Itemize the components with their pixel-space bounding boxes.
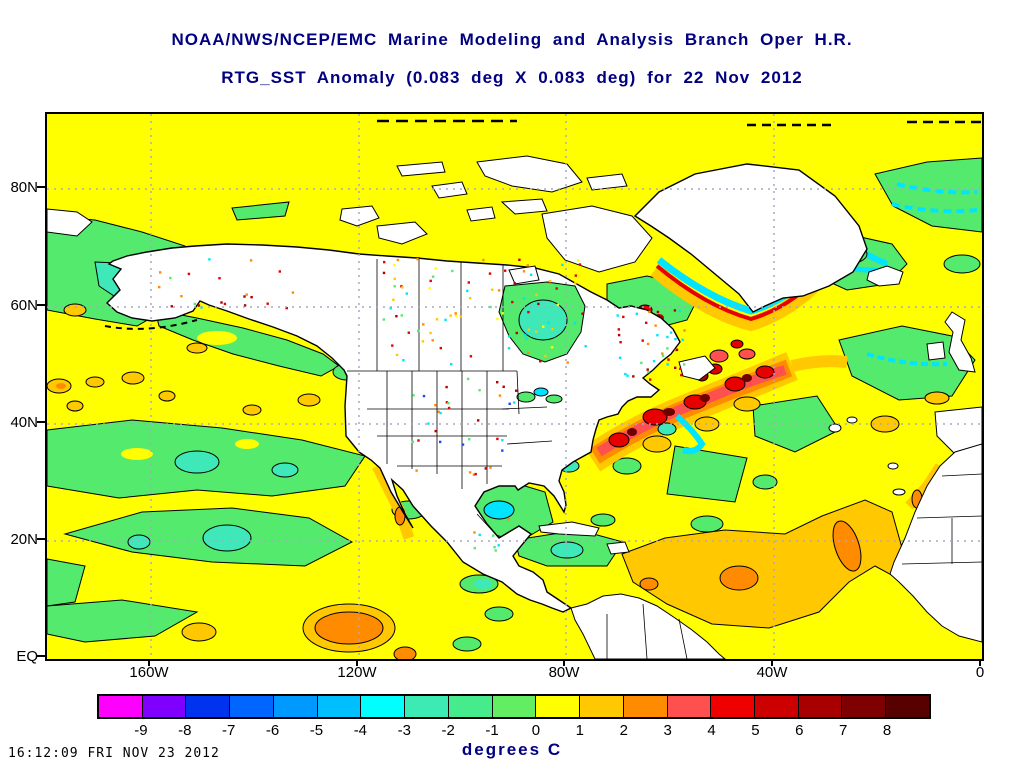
colorbar-cell [317,696,362,717]
colorbar-cell [536,696,581,717]
land-newfoundland [678,355,716,381]
lat-tick-label: 80N [10,179,38,196]
colorbar-tick-label: 6 [795,722,804,739]
lat-tick-label: 60N [10,297,38,314]
sst-anomaly-map [45,112,984,661]
land-great-britain [944,311,976,373]
colorbar-tick-label: -7 [222,722,236,739]
colorbar-tick-label: 5 [751,722,760,739]
lon-tick-mark [563,659,565,666]
colorbar-tick-label: 2 [619,722,628,739]
land-cuba [538,521,600,537]
lat-tick-label: EQ [16,648,38,665]
lon-tick-label: 80W [548,664,580,681]
colorbar-cell [580,696,624,717]
land-south-america [570,593,726,659]
colorbar-tick-label: 8 [882,722,892,739]
colorbar-cell [755,696,799,717]
land-greenland [633,163,868,313]
colorbar-cell [273,696,318,717]
lat-tick-mark [37,421,45,423]
lat-tick-label: 20N [10,531,38,548]
land-hispaniola [606,541,630,555]
generation-timestamp: 16:12:09 FRI NOV 23 2012 [8,746,220,761]
land-madeira [887,462,899,470]
inland-water [498,281,586,404]
land-africa [889,443,982,643]
colorbar-cell [492,696,537,717]
land-chukotka [47,208,93,237]
lat-tick-mark [37,538,45,540]
colorbar-cell [142,696,187,717]
lon-tick-label: 40W [756,664,788,681]
colorbar-cell [886,696,929,717]
colorbar-tick-label: 1 [575,722,584,739]
colorbar-scale [97,694,931,719]
great-lakes [516,391,536,403]
colorbar-cell [798,696,843,717]
land-speckles [158,258,686,552]
gridlines [47,114,982,659]
lon-tick-label: 120W [337,664,377,681]
colorbar-cell [448,696,493,717]
page-title: NOAA/NWS/NCEP/EMC Marine Modeling and An… [171,30,853,49]
colorbar-cell [405,696,449,717]
political-borders [347,257,982,659]
coastline-dashes [104,119,982,330]
lon-tick-mark [771,659,773,666]
lat-tick-label: 40N [10,414,38,431]
colorbar-tick-label: 4 [707,722,716,739]
lat-tick-mark [37,304,45,306]
colorbar-cell [230,696,274,717]
colorbar-cell [99,696,143,717]
land-canary-islands [892,488,906,496]
colorbar-tick-label: -4 [353,722,368,739]
colorbar-cell [842,696,887,717]
lon-tick-mark [356,659,358,666]
colorbar-cell [361,696,406,717]
colorbar-cell [623,696,668,717]
colorbar-cell [186,696,231,717]
colorbar-cell [711,696,756,717]
page-subtitle: RTG_SST Anomaly (0.083 deg X 0.083 deg) … [221,68,803,87]
land-azores [828,423,842,433]
colorbar-tick-label: -8 [178,722,192,739]
lon-tick-mark [979,659,981,666]
colorbar-tick-label: 3 [663,722,672,739]
lon-tick-mark [148,659,150,666]
colorbar-tick-label: 7 [839,722,848,739]
lon-tick-label: 160W [129,664,169,681]
colorbar-tick-label: -9 [134,722,148,739]
colorbar-units-label: degrees C [461,740,563,759]
land-iceland [866,265,904,287]
land-arctic-islands [339,155,653,285]
colorbar-cell [667,696,712,717]
lon-tick-label: 0 [975,664,985,681]
colorbar-tick-label: -5 [309,722,324,739]
colorbar-tick-label: -1 [485,722,499,739]
colorbar-tick-label: -6 [265,722,280,739]
land-ireland [926,341,946,361]
lat-tick-mark [37,186,45,188]
lat-tick-mark [37,655,45,657]
colorbar-tick-label: -3 [397,722,411,739]
sst-anomaly-map-canvas [47,114,982,659]
colorbar-labels: -9 -8 -7 -6 -5 -4 -3 -2 -1 0 1 2 3 4 5 6 7 8 [0,722,1024,740]
colorbar-tick-label: -2 [441,722,455,739]
colorbar-tick-label: 0 [531,722,541,739]
